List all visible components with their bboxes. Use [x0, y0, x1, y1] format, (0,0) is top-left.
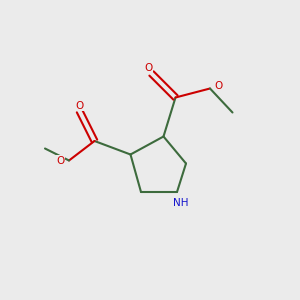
Text: O: O — [214, 80, 223, 91]
Text: O: O — [75, 100, 84, 111]
Text: O: O — [144, 63, 153, 73]
Text: NH: NH — [173, 198, 188, 208]
Text: O: O — [56, 155, 65, 166]
